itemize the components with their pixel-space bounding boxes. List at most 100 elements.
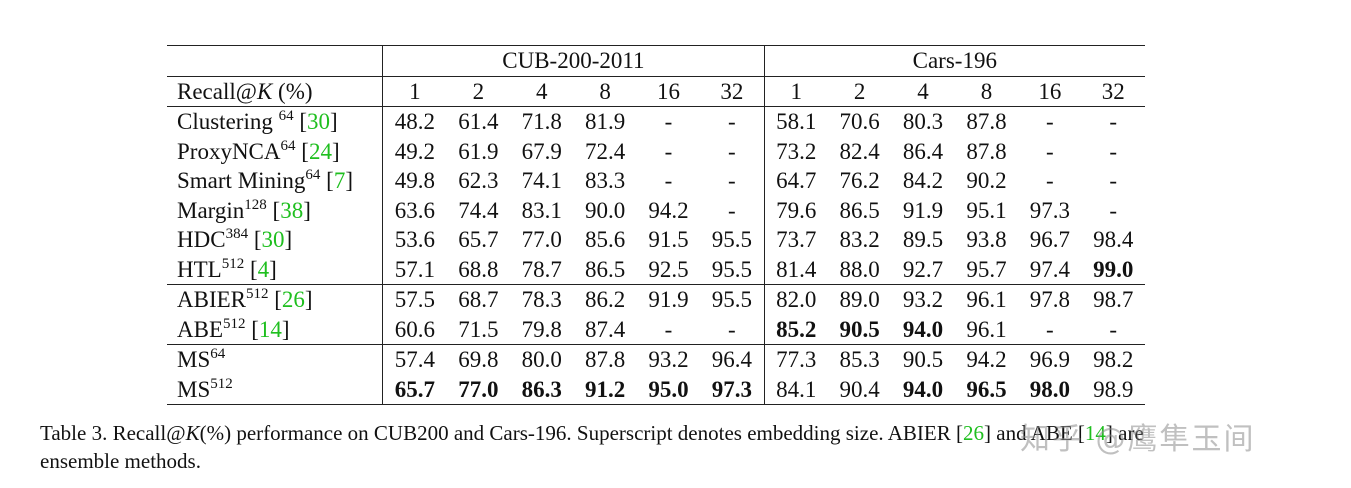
recall-value: 79.8 xyxy=(521,316,562,342)
blank-corner-cell xyxy=(167,45,384,76)
recall-value: 58.1 xyxy=(776,109,817,134)
citation-link[interactable]: 24 xyxy=(308,138,332,164)
citation-link[interactable]: 38 xyxy=(280,197,304,223)
cars-k-header: 32 xyxy=(1081,75,1145,107)
recall-value: 73.2 xyxy=(776,138,817,164)
recall-value: 74.1 xyxy=(521,168,562,193)
recall-value: 79.6 xyxy=(776,197,817,223)
citation-link[interactable]: 30 xyxy=(307,109,331,134)
recall-value: 81.4 xyxy=(776,256,817,282)
cub-k-header: 32 xyxy=(700,75,765,107)
table-row: HTL512 [4] 57.1 68.8 78.7 86.5 92.5 95.5 81.4 88… xyxy=(167,254,1145,285)
recall-value: 71.8 xyxy=(521,109,562,134)
recall-value: 92.7 xyxy=(902,256,944,282)
recall-value: - xyxy=(1109,316,1118,342)
recall-value: 81.9 xyxy=(584,109,626,134)
embedding-size-superscript: 64 xyxy=(305,167,321,183)
recall-value: 86.5 xyxy=(584,256,626,282)
recall-value: 73.7 xyxy=(776,227,817,252)
recall-value: 76.2 xyxy=(839,168,880,193)
recall-value: 94.2 xyxy=(954,344,1019,375)
recall-value: 94.2 xyxy=(648,197,689,223)
recall-value: 49.2 xyxy=(394,138,436,164)
caption-citation-link[interactable]: 14 xyxy=(1084,421,1106,445)
recall-value: 67.9 xyxy=(521,138,562,164)
citation-link[interactable]: 7 xyxy=(333,168,346,193)
recall-value: 63.6 xyxy=(394,197,436,223)
recall-value: 74.4 xyxy=(458,197,499,223)
recall-value: 98.7 xyxy=(1081,284,1145,315)
recall-value: 92.5 xyxy=(648,256,689,282)
citation-link[interactable]: 30 xyxy=(261,227,285,252)
method-name: MS64 xyxy=(167,344,384,375)
cars-k-header: 16 xyxy=(1018,75,1082,107)
recall-value: - xyxy=(664,138,673,164)
recall-value: 70.6 xyxy=(839,109,880,134)
recall-value: 96.7 xyxy=(1029,227,1070,252)
recall-value: 85.2 xyxy=(776,316,817,342)
table-row: ABE512 [14] 60.6 71.5 79.8 87.4- -85.2 90.5 94.… xyxy=(167,314,1145,345)
recall-value: 65.7 xyxy=(458,227,499,252)
recall-value: 80.0 xyxy=(510,344,574,375)
recall-value: 91.2 xyxy=(573,374,637,405)
caption-citation-link[interactable]: 26 xyxy=(963,421,984,445)
recall-value: 99.0 xyxy=(1093,256,1134,282)
recall-value: 86.3 xyxy=(510,374,574,405)
recall-value: 86.5 xyxy=(839,197,880,223)
recall-value: 86.2 xyxy=(573,284,637,315)
table-row: ProxyNCA64 [24] 49.2 61.9 67.9 72.4- -73.2 82.… xyxy=(167,136,1145,166)
recall-value: 84.1 xyxy=(764,374,828,405)
embedding-size-superscript: 64 xyxy=(280,137,296,154)
recall-value: - xyxy=(700,314,765,345)
citation-link[interactable]: 14 xyxy=(258,316,282,342)
cub-k-header: 2 xyxy=(446,75,511,107)
cars-k-header: 4 xyxy=(891,75,955,107)
table-row: Clustering 64 [30] 48.2 61.4 71.8 81.9- -58.1… xyxy=(167,106,1145,137)
recall-value: 95.7 xyxy=(966,256,1007,282)
citation-link[interactable]: 26 xyxy=(281,287,305,312)
recall-value: 78.7 xyxy=(521,256,562,282)
recall-value: - xyxy=(664,109,673,134)
method-name: HDC384 [30] xyxy=(167,225,384,255)
recall-value: 98.9 xyxy=(1081,374,1145,405)
recall-value: 95.5 xyxy=(700,284,765,315)
recall-value: 87.8 xyxy=(573,344,637,375)
cars-k-header: 8 xyxy=(954,75,1019,107)
table-row: ABIER512 [26] 57.5 68.7 78.3 86.2 91.9 95.5 82.… xyxy=(167,284,1145,315)
method-name: ABIER512 [26] xyxy=(167,284,384,315)
recall-value: - xyxy=(700,136,765,166)
recall-value: 96.1 xyxy=(966,316,1007,342)
cub-group-header: CUB-200-2011 xyxy=(382,45,765,76)
recall-value: 60.6 xyxy=(394,316,436,342)
k-header-row: Recall@K (%) 1 2 4 8 16 32 1 2 4 8 16 32 xyxy=(167,75,1145,107)
recall-value: 87.4 xyxy=(584,316,626,342)
embedding-size-superscript: 64 xyxy=(210,346,226,362)
table-row: Smart Mining64 [7] 49.8 62.3 74.1 83.3- -64.7… xyxy=(167,166,1145,196)
recall-value: 95.0 xyxy=(636,374,701,405)
recall-value: 97.4 xyxy=(1029,256,1070,282)
table-caption: Table 3. Recall@K(%) performance on CUB2… xyxy=(40,419,1320,475)
recall-value: 77.0 xyxy=(446,374,511,405)
method-name: ABE512 [14] xyxy=(167,314,384,345)
recall-value: 61.9 xyxy=(458,138,499,164)
recall-value: 68.7 xyxy=(446,284,511,315)
embedding-size-superscript: 64 xyxy=(278,108,294,124)
recall-value: 90.5 xyxy=(891,344,955,375)
table-row: MS64 57.4 69.8 80.0 87.8 93.2 96.4 77.3 85.3 90.5… xyxy=(167,344,1145,375)
caption-line2: ensemble methods. xyxy=(40,449,201,473)
recall-value: 77.0 xyxy=(521,227,562,252)
table-row: Margin128 [38] 63.6 74.4 83.1 90.0 94.2-79.6 8… xyxy=(167,195,1145,225)
method-name: Margin128 [38] xyxy=(167,195,384,225)
citation-link[interactable]: 4 xyxy=(257,256,270,282)
recall-value: 91.5 xyxy=(648,227,689,252)
recall-value: 94.0 xyxy=(902,316,944,342)
cub-k-header: 16 xyxy=(636,75,701,107)
recall-value: 87.8 xyxy=(966,138,1007,164)
recall-value: 72.4 xyxy=(584,138,626,164)
cars-group-header: Cars-196 xyxy=(764,45,1145,76)
embedding-size-superscript: 384 xyxy=(225,226,249,242)
recall-value: - xyxy=(664,316,673,342)
method-name: MS512 xyxy=(167,374,384,405)
recall-value: 89.0 xyxy=(827,284,892,315)
recall-value: 95.5 xyxy=(700,254,765,285)
